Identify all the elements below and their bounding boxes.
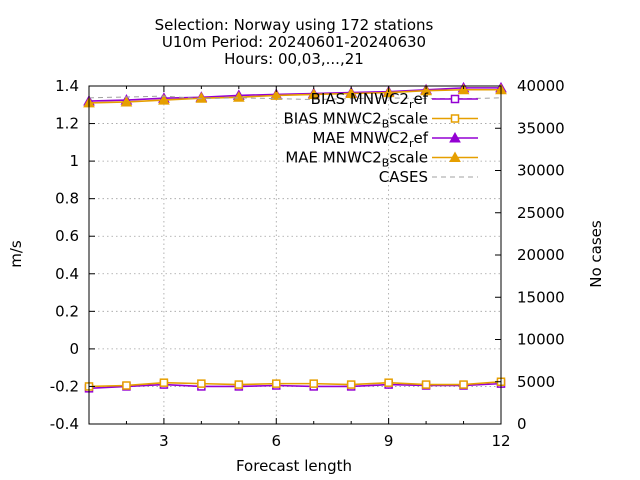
y-tick-label: 0 [69,340,79,358]
legend-label-sub: r [409,137,414,150]
legend-label: CASES [379,168,428,186]
legend-label-main: MAE MNWC2 [285,149,381,167]
legend-marker [449,151,461,162]
data-point [420,84,432,96]
series-line [88,380,502,388]
data-point [382,86,395,98]
series-1 [84,379,506,393]
x-tick-label: 3 [159,432,169,450]
legend-label-main: CASES [379,168,428,186]
legend-label-sub: B [382,157,390,170]
x-tick-label: 9 [384,432,394,450]
data-point [197,379,206,388]
y-tick-label: 0.6 [55,227,79,245]
x-tick-label: 6 [271,432,281,450]
legend-label-tail: ef [413,90,428,108]
y-axis-label: m/s [7,240,25,268]
y2-axis-label: No cases [587,220,605,288]
legend-entry-1: BIAS MNWC2ref [311,90,478,111]
y2-tick-label: 25000 [517,204,565,222]
legend-marker [450,94,460,104]
legend-entry-5: CASES [379,168,478,186]
y2-tick-label: 30000 [517,162,565,180]
y2-tick-label: 15000 [517,288,565,306]
legend-label: BIAS MNWC2Bscale [284,110,428,131]
legend-entry-4: MAE MNWC2Bscale [285,149,478,170]
data-point [270,89,283,100]
y-tick-label: 0.4 [55,265,79,283]
title-line-2: U10m Period: 20240601-20240630 [162,33,426,51]
series-4 [83,83,507,108]
axes-layer: -0.4 -0.2 0 0.2 0.4 0.6 0.8 1 1.2 1.4 0 5000 10000 15… [50,77,565,450]
y2-tick-label: 0 [517,415,527,433]
data-point [232,91,245,102]
data-point [272,379,281,388]
legend-entry-2: BIAS MNWC2Bscale [284,110,478,131]
y2-tick-label: 5000 [517,373,555,391]
title-line-3: Hours: 00,03,...,21 [224,50,364,68]
legend-label: MAE MNWC2Bscale [285,149,428,170]
data-point [120,95,133,107]
y-tick-label: 1.2 [55,115,79,133]
legend-marker [450,114,460,123]
x-tick-label: 12 [491,432,510,450]
data-point [122,381,131,390]
y-tick-label: 0.8 [55,190,79,208]
chart-title: Selection: Norway using 172 stations U10… [155,16,434,68]
legend-label: BIAS MNWC2ref [311,90,429,111]
legend-label-main: BIAS MNWC2 [311,90,409,108]
y-tick-label: 0.2 [55,302,79,320]
data-point [309,379,318,388]
x-axis-label: Forecast length [236,457,352,475]
plot-frame [88,85,502,425]
legend-label: MAE MNWC2ref [312,129,428,150]
legend-label-tail: scale [389,149,428,167]
data-point [159,378,169,387]
y2-tick-label: 40000 [517,77,565,95]
y-tick-label: 1 [69,152,79,170]
legend-entry-3: MAE MNWC2ref [312,129,478,150]
data-point [384,378,393,387]
y2-tick-label: 20000 [517,246,565,264]
series-line [88,87,501,102]
data-point [195,92,208,103]
data-point [345,87,358,99]
series-line [88,88,501,104]
data-point [307,88,320,99]
data-point [457,83,470,95]
legend-marker [449,131,461,143]
legend-label-tail: scale [389,110,428,128]
data-point [158,94,170,105]
series-2 [84,377,506,391]
y-tick-label: 1.4 [55,77,79,95]
data-point [421,380,431,389]
y2-tick-label: 10000 [517,331,565,349]
data-point [459,380,468,389]
y-tick-label: -0.4 [50,415,79,433]
legend-label-sub: B [382,118,390,131]
legend-label-tail: ef [413,129,428,147]
title-line-1: Selection: Norway using 172 stations [155,16,434,34]
y-tick-label: -0.2 [50,377,79,395]
grid-layer [89,85,501,425]
data-point [346,380,356,389]
legend-label-main: MAE MNWC2 [312,129,408,147]
legend-label-sub: r [409,98,414,111]
series-layer [83,81,507,393]
legend-label-main: BIAS MNWC2 [284,110,382,128]
series-line [88,382,502,390]
data-point [234,380,244,389]
y2-tick-label: 35000 [517,119,565,137]
